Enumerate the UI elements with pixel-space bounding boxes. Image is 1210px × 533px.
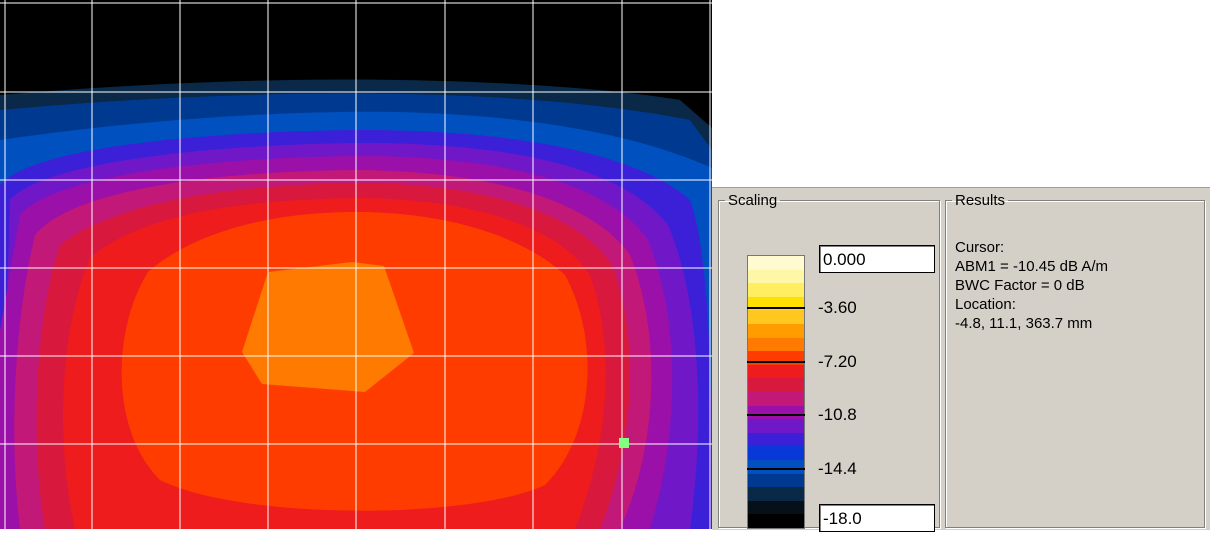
- scale-tick-mark: [747, 414, 805, 416]
- results-group: Results Cursor: ABM1 = -10.45 dB A/m BWC…: [945, 192, 1205, 528]
- color-swatch: [748, 419, 804, 433]
- color-swatch: [748, 256, 804, 270]
- scaling-title: Scaling: [728, 192, 778, 209]
- field-contour-map[interactable]: [0, 0, 712, 529]
- color-swatch: [748, 378, 804, 392]
- color-swatch: [748, 310, 804, 324]
- color-swatch: [748, 514, 804, 528]
- color-swatch: [748, 269, 804, 284]
- color-swatch: [748, 405, 804, 420]
- scaling-group: Scaling 0.000 -3.60 -7.20 -10.8 -14.4 -1…: [718, 192, 940, 532]
- color-swatch: [748, 296, 804, 311]
- results-cursor-label: Cursor:: [955, 239, 1005, 256]
- scale-min-input[interactable]: -18.0: [819, 504, 935, 532]
- scale-tick-label: -10.8: [818, 405, 857, 424]
- color-swatch: [748, 473, 804, 488]
- color-swatch: [748, 487, 804, 501]
- color-swatch: [748, 446, 804, 460]
- results-location-value: -4.8, 11.1, 363.7 mm: [955, 315, 1093, 332]
- color-swatch: [748, 323, 804, 338]
- scale-tick-mark: [747, 468, 805, 470]
- color-scale-bar: [747, 255, 805, 529]
- color-swatch: [748, 337, 804, 352]
- results-location-label: Location:: [955, 296, 1016, 313]
- scale-max-input[interactable]: 0.000: [819, 245, 935, 273]
- scale-tick-mark: [747, 361, 805, 363]
- results-abm1-value: ABM1 = -10.45 dB A/m: [955, 258, 1108, 275]
- scale-tick-label: -7.20: [818, 352, 857, 371]
- color-swatch: [748, 459, 804, 474]
- results-title: Results: [955, 192, 1006, 209]
- map-region-orange: [242, 262, 414, 392]
- cursor-marker[interactable]: [619, 438, 629, 448]
- map-grid: [0, 0, 712, 529]
- color-swatch: [748, 283, 804, 297]
- color-swatch: [748, 500, 804, 515]
- color-swatch: [748, 391, 804, 406]
- color-swatch: [748, 364, 804, 379]
- scale-tick-label: -14.4: [818, 459, 857, 478]
- right-panel: Scaling 0.000 -3.60 -7.20 -10.8 -14.4 -1…: [712, 187, 1210, 532]
- results-bwc-factor: BWC Factor = 0 dB: [955, 277, 1085, 294]
- scale-tick-mark: [747, 307, 805, 309]
- color-swatch: [748, 432, 804, 447]
- scale-tick-label: -3.60: [818, 298, 857, 317]
